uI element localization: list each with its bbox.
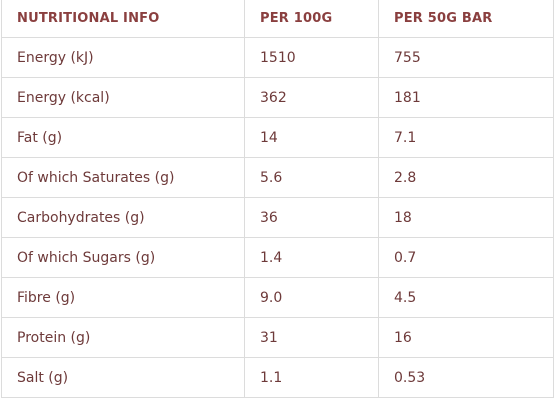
value-per-100g: 36 [244, 197, 379, 238]
header-per-100g: PER 100G [244, 0, 379, 38]
value-per-100g: 9.0 [244, 277, 379, 318]
table-row: Salt (g) 1.1 0.53 [1, 357, 554, 398]
value-per-50g-bar: 4.5 [378, 277, 554, 318]
value-per-100g: 31 [244, 317, 379, 358]
value-per-50g-bar: 7.1 [378, 117, 554, 158]
nutrient-name: Of which Saturates (g) [1, 157, 245, 198]
nutrient-name: Of which Sugars (g) [1, 237, 245, 278]
nutrient-name: Protein (g) [1, 317, 245, 358]
value-per-100g: 362 [244, 77, 379, 118]
value-per-100g: 1.4 [244, 237, 379, 278]
table-row: Fibre (g) 9.0 4.5 [1, 277, 554, 318]
nutrient-name: Fibre (g) [1, 277, 245, 318]
value-per-50g-bar: 2.8 [378, 157, 554, 198]
value-per-100g: 5.6 [244, 157, 379, 198]
value-per-50g-bar: 0.53 [378, 357, 554, 398]
nutrient-name: Salt (g) [1, 357, 245, 398]
header-nutritional-info: NUTRITIONAL INFO [1, 0, 245, 38]
value-per-50g-bar: 16 [378, 317, 554, 358]
nutrient-name: Carbohydrates (g) [1, 197, 245, 238]
header-per-50g-bar: PER 50G BAR [378, 0, 554, 38]
table-row: Energy (kcal) 362 181 [1, 77, 554, 118]
value-per-50g-bar: 755 [378, 37, 554, 78]
value-per-100g: 1510 [244, 37, 379, 78]
table-row: Of which Sugars (g) 1.4 0.7 [1, 237, 554, 278]
table-header-row: NUTRITIONAL INFO PER 100G PER 50G BAR [1, 0, 554, 38]
value-per-100g: 14 [244, 117, 379, 158]
table-row: Protein (g) 31 16 [1, 317, 554, 358]
nutrient-name: Energy (kJ) [1, 37, 245, 78]
value-per-50g-bar: 18 [378, 197, 554, 238]
value-per-50g-bar: 0.7 [378, 237, 554, 278]
nutrient-name: Fat (g) [1, 117, 245, 158]
table-row: Fat (g) 14 7.1 [1, 117, 554, 158]
value-per-50g-bar: 181 [378, 77, 554, 118]
value-per-100g: 1.1 [244, 357, 379, 398]
table-row: Energy (kJ) 1510 755 [1, 37, 554, 78]
table-row: Of which Saturates (g) 5.6 2.8 [1, 157, 554, 198]
nutrient-name: Energy (kcal) [1, 77, 245, 118]
table-row: Carbohydrates (g) 36 18 [1, 197, 554, 238]
